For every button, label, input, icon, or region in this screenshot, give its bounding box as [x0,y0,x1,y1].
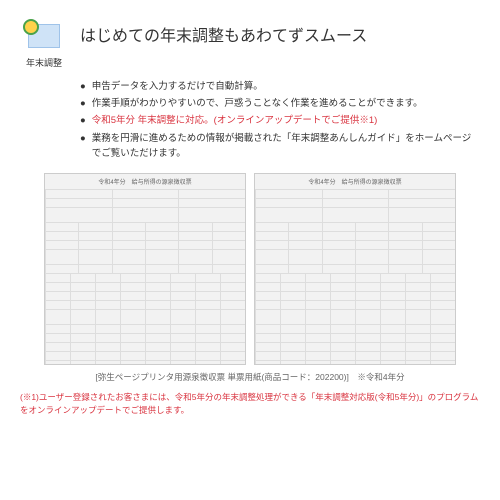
bullet-item: ● 令和5年分 年末調整に対応。(オンラインアップデートでご提供※1) [80,113,480,128]
footnote-highlight: 「年末調整対応版(令和5年分)」 [307,392,428,402]
bullet-symbol: ● [80,79,86,94]
bullet-item: ●業務を円滑に進めるための情報が掲載された「年末調整あんしんガイド」をホームペー… [80,131,480,161]
form-sample-right: 令和4年分 給与所得の源泉徴収票 [254,173,456,365]
bullet-text: 業務を円滑に進めるための情報が掲載された「年末調整あんしんガイド」をホームページ… [92,131,480,161]
bullet-symbol: ● [80,131,86,161]
form-sample-left: 令和4年分 給与所得の源泉徴収票 [44,173,246,365]
forms-preview: 令和4年分 給与所得の源泉徴収票 令和4年分 給与所得の源泉徴収票 [20,173,480,365]
bullet-text: 申告データを入力するだけで自動計算。 [92,79,263,94]
form-title: 令和4年分 給与所得の源泉徴収票 [255,174,455,189]
bullet-list: ● 申告データを入力するだけで自動計算。 ● 作業手順がわかりやすいので、戸惑うことな… [80,79,480,161]
footnote: (※1)ユーザー登録されたお客さまには、令和5年分の年末調整処理ができる「年末調… [20,391,480,417]
header: 年末調整 はじめての年末調整もあわてずスムース [20,20,480,69]
form-title: 令和4年分 給与所得の源泉徴収票 [45,174,245,189]
page-title: はじめての年末調整もあわてずスムース [80,22,367,46]
icon-column: 年末調整 [20,20,68,69]
grid-icon [28,24,60,48]
forms-caption: [弥生ページプリンタ用源泉徴収票 単票用紙(商品コード：202200)] ※令和… [20,371,480,383]
bullet-symbol: ● [80,96,86,111]
bullet-item: ● 作業手順がわかりやすいので、戸惑うことなく作業を進めることができます。 [80,96,480,111]
footnote-prefix: (※1)ユーザー登録されたお客さまには、令和5年分の年末調整処理ができる [20,392,307,402]
bullet-text: 令和5年分 年末調整に対応。(オンラインアップデートでご提供※1) [92,113,378,128]
icon-label: 年末調整 [26,56,62,69]
bullet-item: ● 申告データを入力するだけで自動計算。 [80,79,480,94]
bullet-text: 作業手順がわかりやすいので、戸惑うことなく作業を進めることができます。 [92,96,423,111]
bullet-symbol: ● [80,113,86,128]
